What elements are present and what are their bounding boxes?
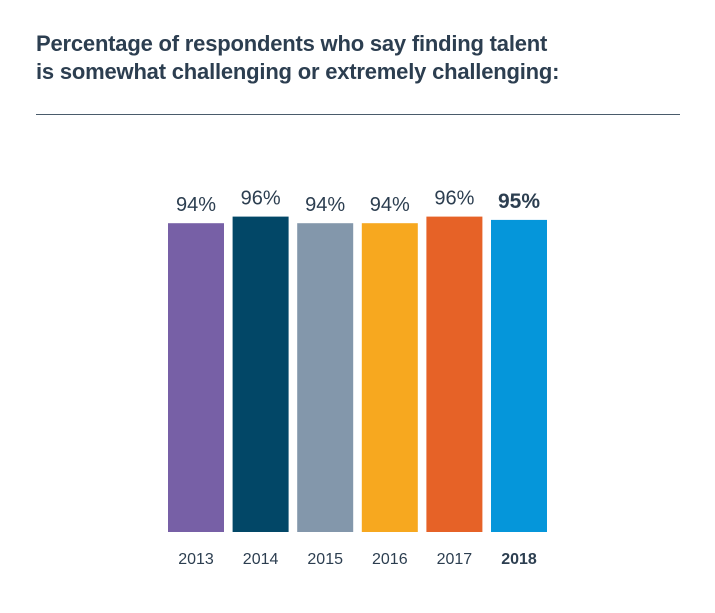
x-tick-label-2015: 2015 xyxy=(307,551,343,568)
x-tick-label-2016: 2016 xyxy=(372,551,408,568)
data-label-2018: 95% xyxy=(498,190,540,213)
data-label-2017: 96% xyxy=(434,188,474,210)
bar-2015 xyxy=(297,223,354,532)
x-tick-label-2013: 2013 xyxy=(178,551,214,568)
chart-title-line-2: is somewhat challenging or extremely cha… xyxy=(36,59,560,84)
x-tick-label-2014: 2014 xyxy=(243,551,279,568)
bar-2013 xyxy=(168,223,224,532)
data-label-2015: 94% xyxy=(305,194,345,216)
title-divider xyxy=(36,114,680,115)
bar-2018 xyxy=(491,219,547,532)
bar-2016 xyxy=(361,223,418,532)
chart-title: Percentage of respondents who say findin… xyxy=(36,30,686,86)
data-label-2016: 94% xyxy=(370,194,410,216)
bar-2014 xyxy=(232,216,289,532)
x-tick-label-2018: 2018 xyxy=(501,551,537,568)
chart-title-line-1: Percentage of respondents who say findin… xyxy=(36,31,548,56)
x-tick-label-2017: 2017 xyxy=(437,551,473,568)
data-label-2013: 94% xyxy=(176,194,216,216)
data-label-2014: 96% xyxy=(241,188,281,210)
bar-2017 xyxy=(426,216,483,532)
